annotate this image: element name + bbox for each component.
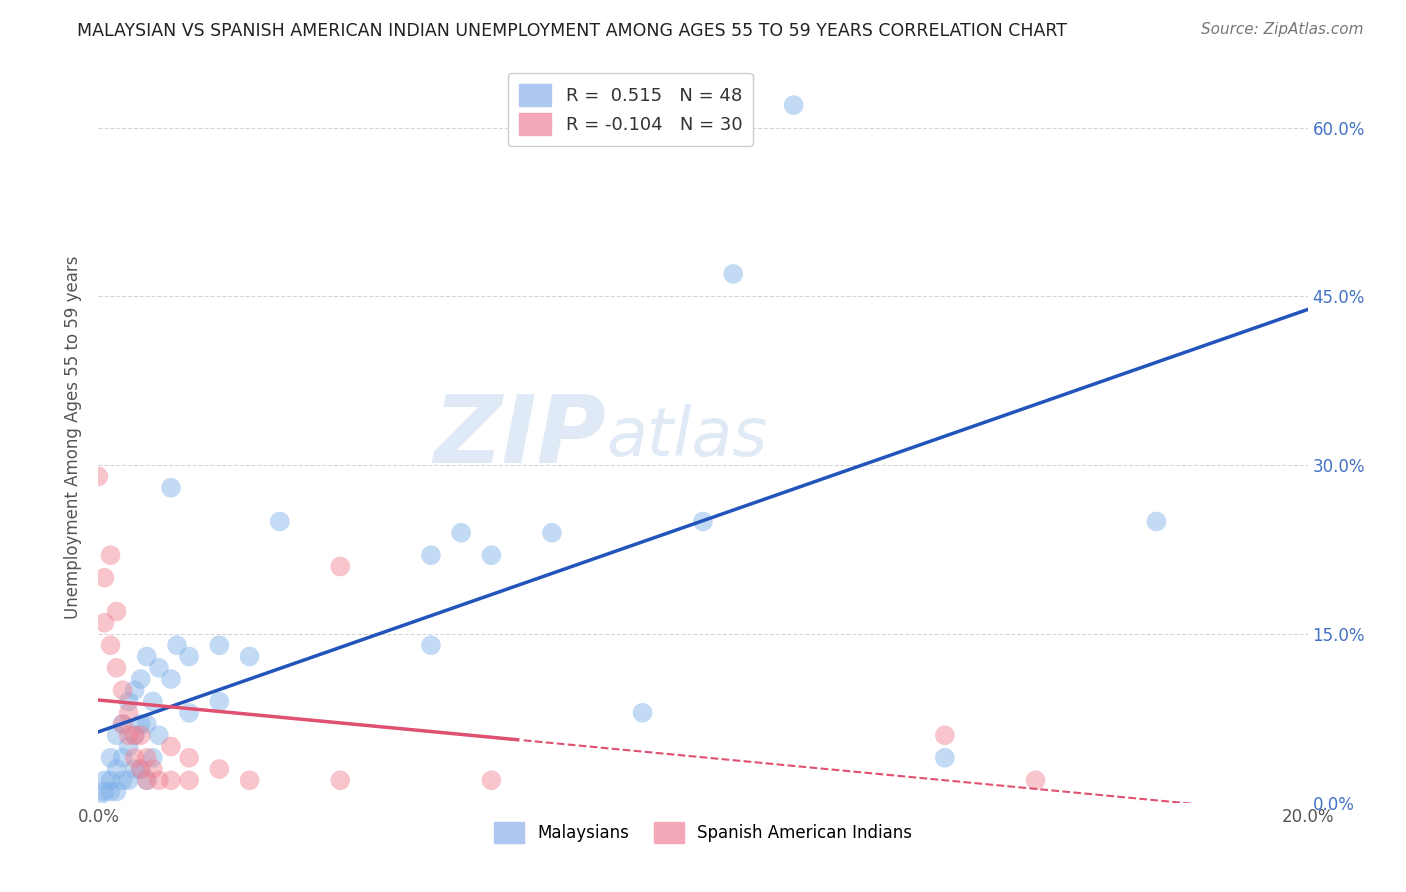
Point (100, 638, 122, 652)
Point (87, 790, 110, 805)
Point (160, 481, 183, 495)
Point (148, 728, 170, 742)
Point (179, 649, 201, 664)
Point (135, 717, 157, 731)
Point (142, 751, 165, 765)
Point (269, 515, 291, 529)
Point (179, 751, 201, 765)
Point (129, 762, 152, 776)
Point (124, 683, 146, 698)
Point (239, 649, 262, 664)
Point (105, 605, 128, 619)
Text: MALAYSIAN VS SPANISH AMERICAN INDIAN UNEMPLOYMENT AMONG AGES 55 TO 59 YEARS CORR: MALAYSIAN VS SPANISH AMERICAN INDIAN UNE… (77, 22, 1067, 40)
Point (135, 773, 157, 788)
Point (87, 469, 110, 483)
Point (118, 728, 141, 742)
Point (93, 773, 115, 788)
Point (111, 773, 134, 788)
Point (129, 762, 152, 776)
Point (723, 267, 745, 281)
Point (179, 773, 201, 788)
Point (105, 784, 128, 798)
Point (118, 706, 141, 720)
Point (118, 773, 141, 788)
Point (124, 728, 146, 742)
Point (148, 661, 170, 675)
Point (111, 683, 134, 698)
Point (105, 661, 128, 675)
Point (142, 762, 165, 776)
Point (208, 762, 231, 776)
Point (166, 638, 188, 652)
Point (208, 694, 231, 708)
Point (124, 762, 146, 776)
Point (160, 672, 183, 686)
Point (329, 773, 352, 788)
Point (1024, 773, 1046, 788)
Point (105, 762, 128, 776)
Point (93, 615, 115, 630)
Point (111, 751, 134, 765)
Point (179, 706, 201, 720)
Y-axis label: Unemployment Among Ages 55 to 59 years: Unemployment Among Ages 55 to 59 years (65, 255, 83, 619)
Point (100, 548, 122, 562)
Point (111, 717, 134, 731)
Point (118, 694, 141, 708)
Point (148, 773, 170, 788)
Point (450, 525, 472, 540)
Point (420, 548, 443, 562)
Point (783, 98, 806, 112)
Legend: Malaysians, Spanish American Indians: Malaysians, Spanish American Indians (486, 815, 920, 849)
Point (239, 773, 262, 788)
Point (135, 751, 157, 765)
Point (124, 728, 146, 742)
Point (129, 672, 152, 686)
Point (100, 751, 122, 765)
Point (129, 717, 152, 731)
Point (100, 773, 122, 788)
Point (934, 728, 956, 742)
Text: atlas: atlas (606, 404, 768, 470)
Point (118, 739, 141, 754)
Point (129, 728, 152, 742)
Point (124, 751, 146, 765)
Point (135, 773, 157, 788)
Point (934, 751, 956, 765)
Point (135, 649, 157, 664)
Point (93, 571, 115, 585)
Point (160, 773, 183, 788)
Point (142, 694, 165, 708)
Text: ZIP: ZIP (433, 391, 606, 483)
Point (1144, 515, 1167, 529)
Text: Source: ZipAtlas.com: Source: ZipAtlas.com (1201, 22, 1364, 37)
Point (93, 784, 115, 798)
Point (208, 638, 231, 652)
Point (105, 728, 128, 742)
Point (420, 638, 443, 652)
Point (481, 548, 503, 562)
Point (329, 559, 352, 574)
Point (692, 515, 714, 529)
Point (540, 525, 562, 540)
Point (481, 773, 503, 788)
Point (160, 739, 183, 754)
Point (100, 784, 122, 798)
Point (631, 706, 654, 720)
Point (111, 717, 134, 731)
